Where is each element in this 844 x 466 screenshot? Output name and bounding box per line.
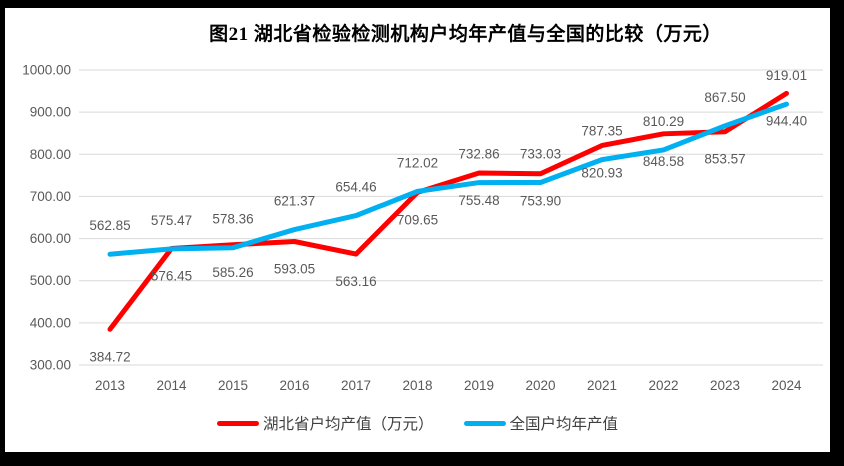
hubei-data-label: 593.05 <box>274 262 315 277</box>
x-axis-tick-label: 2020 <box>525 378 555 393</box>
hubei-data-label: 753.90 <box>520 194 561 209</box>
series-national-line <box>107 101 789 257</box>
national-data-label: 919.01 <box>766 68 807 83</box>
y-axis-tick-label: 500.00 <box>30 273 71 288</box>
hubei-data-label: 848.58 <box>643 154 684 169</box>
hubei-data-label: 563.16 <box>335 274 376 289</box>
legend-label-hubei: 湖北省户均产值（万元） <box>262 416 434 433</box>
y-axis-tick-label: 800.00 <box>30 147 71 162</box>
national-data-label: 621.37 <box>274 194 315 209</box>
national-data-label: 578.36 <box>212 212 253 227</box>
hubei-data-label: 709.65 <box>397 212 438 227</box>
hubei-data-label: 944.40 <box>766 113 807 128</box>
national-data-label: 654.46 <box>335 180 376 195</box>
national-data-label: 867.50 <box>704 90 745 105</box>
y-axis-tick-label: 300.00 <box>30 358 71 373</box>
x-axis-tick-label: 2021 <box>587 378 617 393</box>
legend-item-national: 全国户均年产值 <box>463 412 619 434</box>
national-data-label: 562.85 <box>89 218 130 233</box>
legend-swatch-hubei-line <box>216 420 259 426</box>
legend-swatch-national-line <box>463 420 506 426</box>
y-axis-tick-label: 1000.00 <box>22 63 71 78</box>
x-axis-tick-label: 2024 <box>771 378 802 393</box>
x-axis-tick-label: 2016 <box>279 378 309 393</box>
x-axis-tick-label: 2014 <box>156 378 187 393</box>
x-axis-tick-label: 2015 <box>218 378 248 393</box>
hubei-data-label: 576.45 <box>151 268 192 283</box>
x-axis-tick-label: 2017 <box>341 378 371 393</box>
hubei-data-label: 585.26 <box>212 265 253 280</box>
legend-label-national: 全国户均年产值 <box>509 416 619 433</box>
y-axis-tick-label: 400.00 <box>30 315 71 330</box>
x-axis-tick-label: 2022 <box>648 378 678 393</box>
national-data-label: 810.29 <box>643 114 684 129</box>
hubei-data-label: 755.48 <box>458 193 499 208</box>
y-axis-tick-label: 700.00 <box>30 189 71 204</box>
y-axis-tick-label: 900.00 <box>30 105 71 120</box>
x-axis-tick-label: 2018 <box>402 378 432 393</box>
legend-item-hubei: 湖北省户均产值（万元） <box>216 412 434 434</box>
national-data-label: 575.47 <box>151 213 192 228</box>
line-chart: 300.00 400.00 500.00 600.00 700.00 800.00 900.… <box>22 63 823 393</box>
x-axis-tick-label: 2019 <box>464 378 494 393</box>
hubei-data-label: 384.72 <box>89 349 130 364</box>
hubei-data-label: 853.57 <box>704 152 745 167</box>
chart-legend: 湖北省户均产值（万元） 全国户均年产值 <box>5 412 830 434</box>
chart-panel: 图21 湖北省检验检测机构户均年产值与全国的比较（万元） 300.00 400.0… <box>5 8 830 452</box>
y-axis-tick-label: 600.00 <box>30 231 71 246</box>
chart-title: 图21 湖北省检验检测机构户均年产值与全国的比较（万元） <box>209 24 722 45</box>
hubei-data-label: 820.93 <box>581 165 622 180</box>
national-data-label: 712.02 <box>397 155 438 170</box>
x-axis-tick-label: 2023 <box>710 378 740 393</box>
national-data-label: 733.03 <box>520 147 561 162</box>
x-axis-tick-label: 2013 <box>95 378 125 393</box>
national-data-label: 787.35 <box>581 124 622 139</box>
national-data-label: 732.86 <box>458 147 499 162</box>
